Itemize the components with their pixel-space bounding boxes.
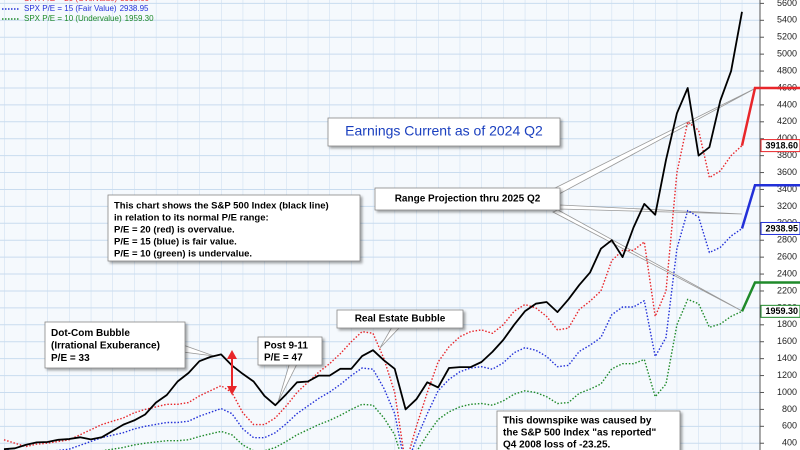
y-tick-label: 5400 bbox=[777, 15, 797, 25]
y-tick-label: 2800 bbox=[777, 235, 797, 245]
annotation-text: Range Projection thru 2025 Q2 bbox=[395, 194, 541, 205]
legend-name: SPX P/E = 10 (Undervalue) bbox=[24, 14, 122, 23]
annotation-box bbox=[327, 117, 561, 147]
y-tick-label: 2400 bbox=[777, 268, 797, 278]
legend-value: 3918.60 bbox=[120, 0, 149, 3]
series-layer bbox=[3, 11, 743, 450]
legend-name: SPX P/E = 15 (Fair Value) bbox=[24, 4, 117, 13]
annotation-text: P/E = 20 (red) is overvalue. bbox=[114, 225, 235, 236]
annotation-text: P/E = 33 bbox=[51, 353, 90, 364]
legend: SPX P/E = 20 (Overvalue)3918.60SPX P/E =… bbox=[2, 0, 154, 23]
end-label: 2938.95 bbox=[765, 223, 798, 233]
projections: 3918.60 2938.95 1959.30 bbox=[740, 86, 800, 318]
annotation-text: Real Estate Bubble bbox=[355, 314, 446, 325]
series-line bbox=[3, 11, 743, 450]
legend-value: 2938.95 bbox=[120, 4, 149, 13]
y-tick-label: 4800 bbox=[777, 65, 797, 75]
pe-arrow bbox=[227, 350, 237, 395]
y-tick-label: 1600 bbox=[777, 336, 797, 346]
end-label: 3918.60 bbox=[765, 140, 798, 150]
y-tick-label: 3600 bbox=[777, 167, 797, 177]
annotation-text: P/E = 47 bbox=[264, 353, 303, 364]
y-tick-label: 1000 bbox=[777, 387, 797, 397]
series-line bbox=[3, 121, 743, 450]
y-tick-label: 4000 bbox=[777, 133, 797, 143]
annotation-box bbox=[44, 321, 186, 369]
annotation-text: Q4 2008 loss of -23.25. bbox=[503, 440, 611, 450]
projection-line bbox=[740, 281, 800, 312]
series-line bbox=[3, 209, 743, 450]
y-tick-label: 5600 bbox=[777, 0, 797, 8]
y-tick-label: 800 bbox=[782, 404, 797, 414]
y-tick-label: 400 bbox=[782, 438, 797, 448]
annotation-text: Dot-Com Bubble bbox=[51, 328, 130, 339]
annotation-box bbox=[496, 410, 681, 450]
y-tick-label: 1400 bbox=[777, 353, 797, 363]
annotation-box bbox=[257, 336, 323, 366]
y-tick-label: 3200 bbox=[777, 201, 797, 211]
annotation-text: (Irrational Exuberance) bbox=[51, 340, 160, 351]
y-tick-label: 3400 bbox=[777, 184, 797, 194]
y-tick-label: 3800 bbox=[777, 150, 797, 160]
y-tick-label: 4200 bbox=[777, 116, 797, 126]
y-tick-label: 5200 bbox=[777, 32, 797, 42]
annotation-text: Earnings Current as of 2024 Q2 bbox=[345, 123, 543, 139]
y-tick-label: 2200 bbox=[777, 285, 797, 295]
annotations: Earnings Current as of 2024 Q2 This chart… bbox=[44, 117, 681, 450]
end-label-box bbox=[760, 221, 800, 235]
annotation-text: P/E = 15 (blue) is fair value. bbox=[114, 237, 237, 248]
y-tick-label: 4400 bbox=[777, 99, 797, 109]
legend-name: SPX P/E = 20 (Overvalue) bbox=[24, 0, 117, 3]
annotation-text: This downspike was caused by bbox=[503, 416, 652, 427]
y-tick-label: 5000 bbox=[777, 49, 797, 59]
y-tick-label: 600 bbox=[782, 421, 797, 431]
y-tick-label: 1200 bbox=[777, 370, 797, 380]
annotation-text: P/E = 10 (green) is undervalue. bbox=[114, 249, 252, 260]
projection-line bbox=[740, 86, 800, 146]
end-label: 1959.30 bbox=[765, 306, 798, 316]
y-tick-label: 1800 bbox=[777, 319, 797, 329]
legend-label: SPX P/E = 20 (Overvalue)3918.60 bbox=[24, 0, 150, 3]
annotation-text: the S&P 500 Index "as reported" bbox=[503, 428, 657, 439]
annotation-box bbox=[336, 309, 464, 329]
y-tick-label: 2600 bbox=[777, 252, 797, 262]
annotation-text: Post 9-11 bbox=[264, 341, 308, 352]
annotation-text: in relation to its normal P/E range: bbox=[114, 213, 269, 224]
legend-value: 1959.30 bbox=[125, 14, 154, 23]
annotation-box bbox=[107, 194, 361, 262]
end-label-box bbox=[760, 139, 800, 153]
annotation-box bbox=[374, 187, 561, 211]
end-label-box bbox=[760, 304, 800, 318]
annotation-text: This chart shows the S&P 500 Index (blac… bbox=[114, 201, 329, 212]
legend-label: SPX P/E = 15 (Fair Value) 2938.95 bbox=[24, 4, 149, 13]
projection-line bbox=[740, 183, 800, 229]
legend-label: SPX P/E = 10 (Undervalue) 1959.30 bbox=[24, 14, 154, 23]
